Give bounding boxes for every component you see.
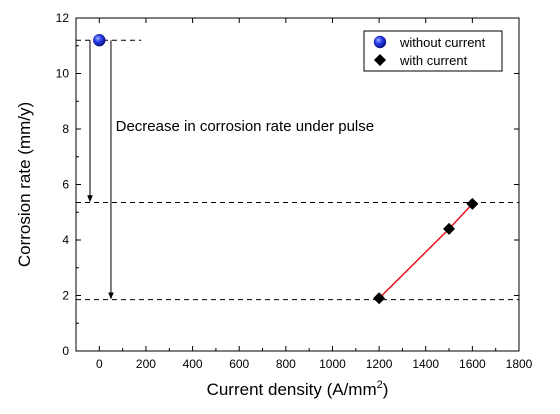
decrease-arrows <box>87 40 114 300</box>
y-tick-label: 10 <box>56 67 70 81</box>
with-current-point <box>443 222 456 235</box>
reference-lines <box>76 39 519 301</box>
y-tick-label: 6 <box>62 178 69 192</box>
legend-marker-without-current <box>373 35 387 49</box>
y-axis-label: Corrosion rate (mm/y) <box>15 102 34 267</box>
x-tick-label: 800 <box>276 357 296 371</box>
data-series <box>93 33 479 305</box>
y-axis-ticks: 0 2 4 6 8 10 12 <box>56 11 519 358</box>
with-current-point <box>373 292 386 305</box>
x-tick-label: 1000 <box>319 357 346 371</box>
legend-items: without current with current <box>373 35 486 68</box>
with-current-fit-line <box>378 203 473 299</box>
x-axis-ticks: 0 200 400 600 800 1000 1200 1400 1600 1800 <box>75 18 533 371</box>
legend-label: with current <box>399 53 468 68</box>
without-current-point <box>93 33 106 47</box>
x-tick-label: 1200 <box>366 357 393 371</box>
legend: without current with current <box>363 30 503 72</box>
x-tick-label: 400 <box>183 357 203 371</box>
x-tick-label: 1600 <box>459 357 486 371</box>
x-axis-label-end: ) <box>383 380 389 399</box>
y-tick-label: 12 <box>56 11 70 25</box>
legend-marker-with-current <box>374 54 386 66</box>
with-current-point <box>466 197 479 210</box>
x-tick-label: 1400 <box>412 357 439 371</box>
x-tick-label: 0 <box>96 357 103 371</box>
legend-box <box>363 30 503 72</box>
x-axis-label-superscript: 2 <box>377 379 383 391</box>
x-tick-label: 1800 <box>506 357 533 371</box>
x-tick-label: 600 <box>229 357 249 371</box>
x-axis-label: Current density (A/mm2) <box>207 379 389 399</box>
y-tick-label: 4 <box>62 233 69 247</box>
y-tick-label: 2 <box>62 289 69 303</box>
y-tick-label: 8 <box>62 122 69 136</box>
legend-label: without current <box>399 35 486 50</box>
x-tick-label: 200 <box>136 357 156 371</box>
x-axis-label-main: Current density (A/mm <box>207 380 377 399</box>
y-tick-label: 0 <box>62 344 69 358</box>
decrease-annotation: Decrease in corrosion rate under pulse <box>116 118 374 135</box>
